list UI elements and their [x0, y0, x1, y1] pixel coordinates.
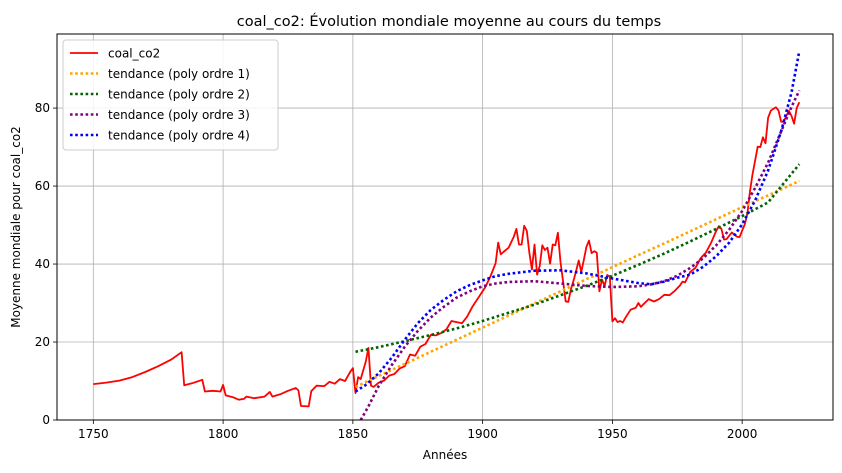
legend-box [62, 39, 279, 151]
legend-label-4: tendance (poly ordre 3) [108, 108, 250, 122]
series-line-4 [359, 89, 801, 420]
legend-label-1: coal_co2 [108, 47, 160, 61]
legend-label-3: tendance (poly ordre 2) [108, 88, 250, 102]
series-line-3 [355, 163, 801, 354]
plot-frame [56, 33, 834, 421]
x-axis-ticks: 1750 1800 1850 1900 1950 2000 [78, 420, 757, 441]
plot-series [93, 50, 801, 420]
legend-label-5: tendance (poly ordre 4) [108, 129, 250, 143]
legend: coal_co2 tendance (poly ordre 1) tendance … [62, 39, 279, 151]
x-tick-label: 1800 [208, 427, 239, 441]
y-tick-label: 80 [35, 101, 50, 115]
y-tick-label: 60 [35, 179, 50, 193]
x-tick-label: 1950 [597, 427, 628, 441]
chart-title: coal_co2: Évolution mondiale moyenne au … [237, 13, 661, 30]
y-tick-label: 0 [42, 413, 50, 427]
series-line-5 [354, 50, 801, 393]
y-tick-label: 20 [35, 335, 50, 349]
x-tick-label: 2000 [727, 427, 758, 441]
legend-label-2: tendance (poly ordre 1) [108, 67, 250, 81]
x-axis-label: Années [423, 448, 467, 462]
x-tick-label: 1750 [78, 427, 109, 441]
y-axis-label: Moyenne mondiale pour coal_co2 [9, 126, 23, 328]
y-axis-ticks: 0 20 40 60 80 [35, 101, 57, 427]
x-tick-label: 1900 [467, 427, 498, 441]
x-tick-label: 1850 [338, 427, 369, 441]
series-line-1 [93, 101, 801, 408]
y-tick-label: 40 [35, 257, 50, 271]
